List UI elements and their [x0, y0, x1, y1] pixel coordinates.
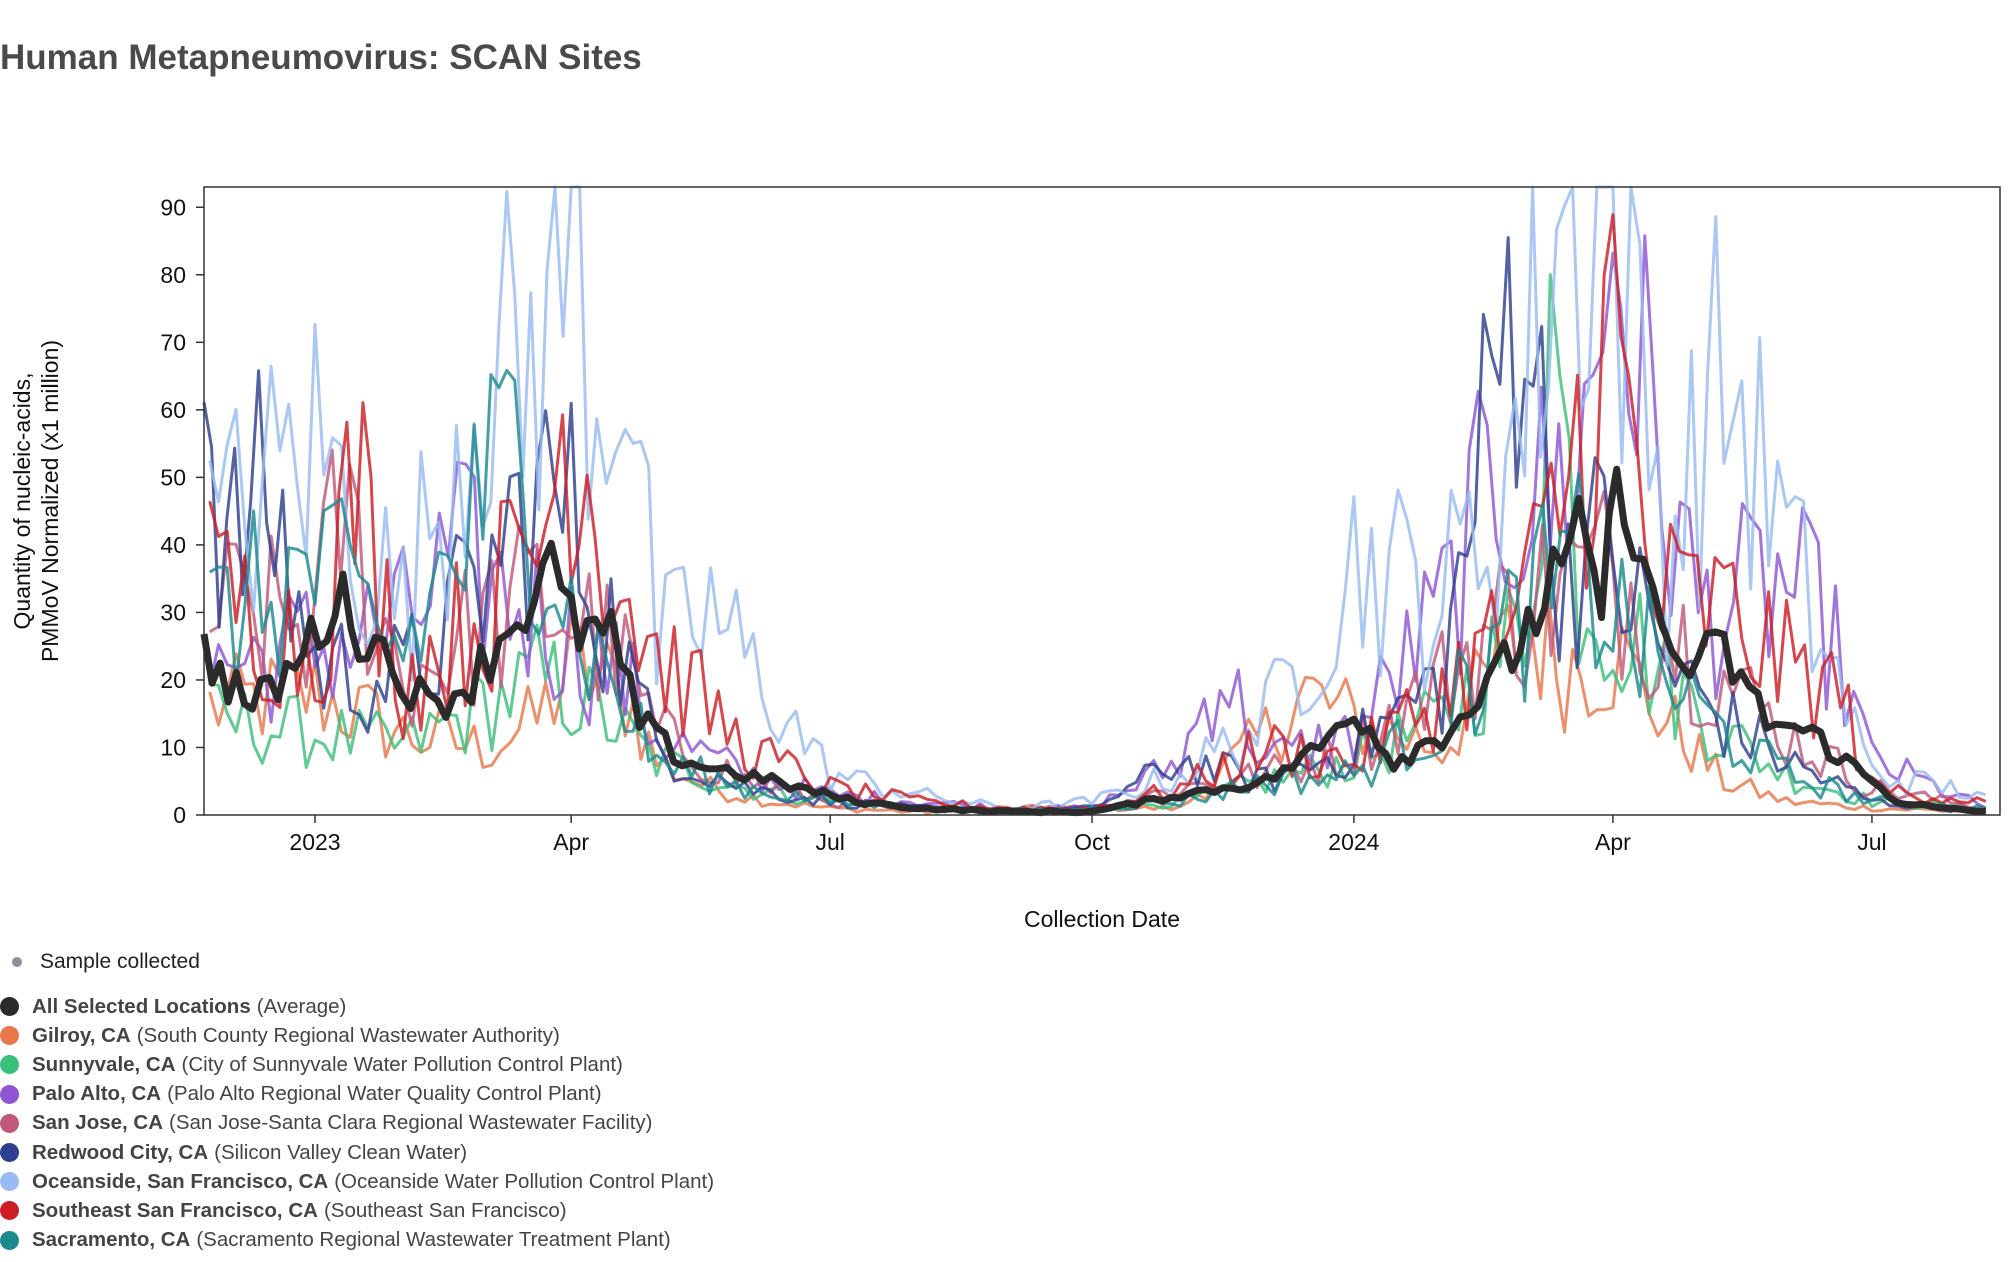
y-tick-label: 90 — [160, 194, 186, 220]
y-tick-label: 50 — [160, 464, 186, 490]
legend-name: Sunnyvale, CA — [32, 1052, 176, 1076]
legend-item-6[interactable]: Southeast San Francisco, CA (Southeast Sa… — [0, 1196, 714, 1225]
sample-dot-icon — [12, 957, 22, 967]
legend-item-5[interactable]: Oceanside, San Francisco, CA (Oceanside W… — [0, 1167, 714, 1196]
legend-dot-icon — [0, 1055, 19, 1075]
legend-name: Southeast San Francisco, CA — [32, 1198, 318, 1222]
legend-facility: (Average) — [256, 994, 347, 1018]
legend-dot-icon — [0, 1201, 19, 1221]
legend-facility: (Palo Alto Regional Water Quality Contro… — [167, 1082, 602, 1106]
legend-dot-icon — [0, 1026, 19, 1046]
x-axis-title: Collection Date — [1024, 906, 1180, 930]
series-lines — [200, 185, 1987, 817]
y-tick-label: 10 — [160, 734, 186, 760]
y-axis-title-line2: PMMoV Normalized (x1 million) — [37, 340, 63, 662]
y-tick-label: 80 — [160, 262, 186, 288]
x-tick-label: Jul — [815, 829, 844, 855]
legend-dot-icon — [0, 1172, 19, 1192]
legend-series-list: All Selected Locations (Average) Gilroy, C… — [0, 992, 714, 1255]
legend-item-4[interactable]: Redwood City, CA (Silicon Valley Clean Wa… — [0, 1138, 714, 1167]
legend-dot-icon — [0, 1113, 19, 1133]
y-tick-label: 70 — [160, 329, 186, 355]
legend-facility: (Sacramento Regional Wastewater Treatmen… — [196, 1228, 671, 1252]
legend-facility: (Silicon Valley Clean Water) — [214, 1140, 468, 1164]
legend-name: Sacramento, CA — [32, 1228, 191, 1252]
legend-item-1[interactable]: Sunnyvale, CA (City of Sunnyvale Water Po… — [0, 1050, 714, 1079]
y-tick-label: 30 — [160, 599, 186, 625]
average-line[interactable] — [200, 465, 1986, 817]
legend-facility: (City of Sunnyvale Water Pollution Contr… — [181, 1052, 623, 1076]
legend-dot-icon — [0, 997, 19, 1017]
legend-sample-collected[interactable]: Sample collected — [0, 948, 714, 976]
y-tick-label: 60 — [160, 397, 186, 423]
line-chart: 0 10 20 30 40 50 60 70 80 90 2023 Apr Jul Oct 2024 Apr… — [9, 185, 2001, 930]
legend-name: All Selected Locations — [32, 994, 251, 1018]
legend-dot-icon — [0, 1143, 19, 1163]
legend-item-0[interactable]: Gilroy, CA (South County Regional Wastewa… — [0, 1021, 714, 1050]
legend-name: San Jose, CA — [32, 1111, 164, 1135]
legend-dot-icon — [0, 1230, 19, 1250]
plot-frame — [203, 186, 2001, 816]
x-axis: 2023 Apr Jul Oct 2024 Apr Jul — [289, 815, 1887, 855]
legend-item-average[interactable]: All Selected Locations (Average) — [0, 992, 714, 1021]
x-tick-label: Jul — [1857, 829, 1886, 855]
x-tick-label: 2024 — [1328, 829, 1379, 855]
legend-name: Palo Alto, CA — [32, 1082, 162, 1106]
x-tick-label: Oct — [1074, 829, 1110, 855]
legend-name: Gilroy, CA — [32, 1023, 131, 1047]
legend-name: Redwood City, CA — [32, 1140, 209, 1164]
legend-sample-label: Sample collected — [40, 950, 200, 973]
series-line-5[interactable] — [208, 185, 1987, 812]
legend-item-7[interactable]: Sacramento, CA (Sacramento Regional Waste… — [0, 1226, 714, 1255]
legend-item-2[interactable]: Palo Alto, CA (Palo Alto Regional Water Q… — [0, 1080, 714, 1109]
x-tick-label: 2023 — [289, 829, 340, 855]
legend-facility: (Oceanside Water Pollution Control Plant… — [334, 1169, 715, 1193]
legend: Sample collected All Selected Locations(… — [0, 948, 714, 1255]
x-tick-label: Apr — [553, 829, 589, 855]
y-axis-title-line1: Quantity of nucleic-acids, — [9, 373, 35, 630]
y-tick-label: 40 — [160, 532, 186, 558]
legend-dot-icon — [0, 1084, 19, 1104]
legend-item-3[interactable]: San Jose, CA (San Jose-Santa Clara Region… — [0, 1109, 714, 1138]
y-tick-label: 20 — [160, 667, 186, 693]
legend-name: Oceanside, San Francisco, CA — [32, 1169, 329, 1193]
x-tick-label: Apr — [1595, 829, 1631, 855]
legend-facility: (South County Regional Wastewater Author… — [136, 1023, 560, 1047]
y-axis: 0 10 20 30 40 50 60 70 80 90 — [160, 194, 204, 828]
chart-title: Human Metapneumovirus: SCAN Sites — [0, 38, 642, 77]
y-tick-label: 0 — [173, 802, 186, 828]
legend-facility: (Southeast San Francisco) — [323, 1198, 567, 1222]
legend-facility: (San Jose-Santa Clara Regional Wastewate… — [169, 1111, 653, 1135]
